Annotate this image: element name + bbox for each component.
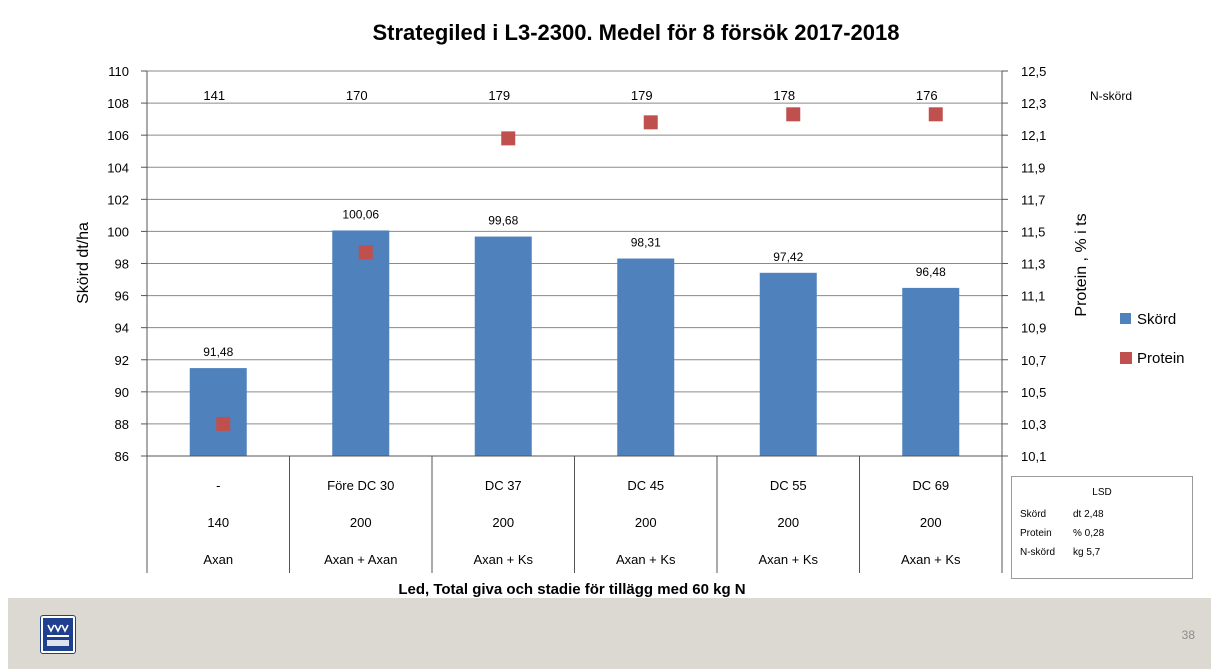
bar-skord	[474, 236, 532, 456]
bar-skord	[759, 272, 817, 456]
y-tick-label: 94	[115, 321, 129, 336]
y-tick-label: 106	[107, 128, 129, 143]
legend-swatch-protein	[1120, 352, 1132, 364]
y2-tick-label: 10,5	[1021, 385, 1046, 400]
category-stage: DC 45	[627, 478, 664, 493]
category-total: 200	[920, 515, 942, 530]
bar-data-label: 96,48	[916, 265, 946, 279]
n-skord-value: 170	[346, 88, 368, 103]
y-tick-label: 88	[115, 417, 129, 432]
x-axis-label: Led, Total giva och stadie för tillägg m…	[398, 581, 745, 598]
y2-tick-label: 10,7	[1021, 353, 1046, 368]
chart-title: Strategiled i L3-2300. Medel för 8 försö…	[372, 20, 899, 45]
bar-skord	[902, 287, 960, 456]
bar-data-label: 99,68	[488, 214, 518, 228]
y-tick-label: 110	[108, 64, 129, 79]
lsd-row-value: % 0,28	[1073, 528, 1105, 539]
category-product: Axan + Ks	[616, 552, 676, 567]
category-stage: -	[216, 478, 220, 493]
legend-label-skord: Skörd	[1137, 311, 1176, 328]
n-skord-value: 178	[773, 88, 795, 103]
lsd-row-name: N-skörd	[1020, 547, 1056, 558]
protein-marker	[501, 131, 516, 146]
page-number: 38	[1181, 628, 1195, 642]
y2-tick-label: 12,1	[1021, 128, 1046, 143]
y-tick-label: 96	[115, 289, 129, 304]
n-skord-value: 141	[203, 88, 225, 103]
y2-tick-label: 10,1	[1021, 449, 1046, 464]
bar-data-label: 97,42	[773, 250, 803, 264]
bar-data-label: 100,06	[342, 207, 379, 221]
y2-tick-label: 11,7	[1021, 192, 1045, 207]
category-stage: DC 69	[912, 478, 949, 493]
y2-tick-label: 12,5	[1021, 64, 1046, 79]
protein-marker	[928, 107, 943, 122]
protein-marker	[358, 245, 373, 260]
y-axis-label: Skörd dt/ha	[75, 222, 92, 304]
category-total: 200	[777, 515, 799, 530]
yara-logo-icon	[41, 616, 75, 653]
legend-swatch-skord	[1120, 313, 1131, 324]
n-skord-value: 179	[488, 88, 510, 103]
category-stage: Före DC 30	[327, 478, 394, 493]
bar-data-label: 91,48	[203, 345, 233, 359]
category-stage: DC 37	[485, 478, 522, 493]
lsd-title: LSD	[1092, 487, 1112, 498]
protein-marker	[786, 107, 801, 122]
y-tick-label: 98	[115, 257, 129, 272]
y2-tick-label: 10,3	[1021, 417, 1046, 432]
protein-marker	[643, 115, 658, 130]
lsd-row-n-skord: N-skörd kg 5,7	[1020, 545, 1100, 560]
y2-tick-label: 11,5	[1021, 224, 1045, 239]
category-product: Axan + Ks	[473, 552, 533, 567]
y-tick-label: 108	[107, 96, 129, 111]
category-total: 200	[350, 515, 372, 530]
y2-tick-label: 11,1	[1021, 289, 1045, 304]
y-tick-label: 102	[107, 192, 129, 207]
category-product: Axan + Axan	[324, 552, 397, 567]
bar-data-label: 98,31	[631, 236, 661, 250]
lsd-table: LSD Skörd dt 2,48 Protein % 0,28 N-skörd kg…	[1011, 476, 1193, 579]
y-tick-label: 104	[107, 160, 129, 175]
lsd-row-name: Protein	[1020, 528, 1052, 539]
category-total: 140	[207, 515, 229, 530]
chart: Strategiled i L3-2300. Medel för 8 försö…	[75, 20, 1185, 598]
slide-footer: 38	[8, 598, 1211, 669]
bar-skord	[617, 258, 675, 456]
category-total: 200	[635, 515, 657, 530]
legend-label-protein: Protein	[1137, 350, 1185, 367]
protein-marker	[216, 416, 231, 431]
y2-tick-label: 11,9	[1021, 160, 1045, 175]
y-tick-label: 92	[115, 353, 129, 368]
lsd-row-value: kg 5,7	[1073, 547, 1101, 558]
y2-axis-label: Protein , % i ts	[1073, 213, 1090, 316]
category-product: Axan + Ks	[901, 552, 961, 567]
category-product: Axan	[203, 552, 233, 567]
y2-tick-label: 11,3	[1021, 257, 1045, 272]
category-product: Axan + Ks	[758, 552, 818, 567]
y-tick-label: 100	[107, 224, 129, 239]
y-tick-label: 90	[115, 385, 129, 400]
y2-tick-label: 10,9	[1021, 321, 1046, 336]
lsd-row-name: Skörd	[1020, 509, 1047, 520]
n-skord-value: 176	[916, 88, 938, 103]
y-tick-label: 86	[115, 449, 129, 464]
category-total: 200	[492, 515, 514, 530]
y2-tick-label: 12,3	[1021, 96, 1046, 111]
lsd-row-skord: Skörd dt 2,48	[1020, 507, 1104, 522]
n-skord-label: N-skörd	[1090, 89, 1132, 103]
category-stage: DC 55	[770, 478, 807, 493]
bar-skord	[189, 368, 247, 456]
bar-skord	[332, 230, 390, 456]
lsd-row-protein: Protein % 0,28	[1020, 526, 1104, 541]
lsd-row-value: dt 2,48	[1073, 509, 1104, 520]
n-skord-value: 179	[631, 88, 653, 103]
